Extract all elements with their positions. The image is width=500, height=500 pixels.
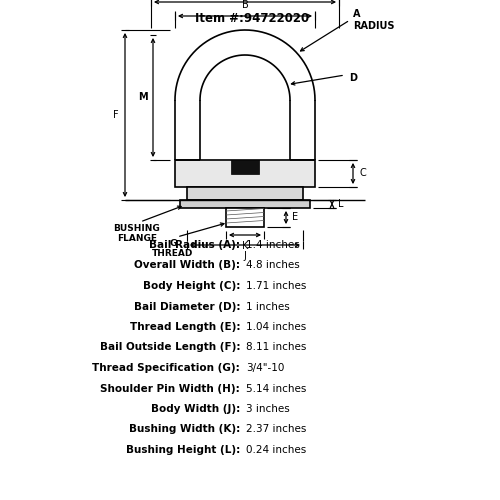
- Text: 5.14 inches: 5.14 inches: [246, 384, 306, 394]
- Text: F: F: [114, 110, 119, 120]
- Text: Item #:94722020: Item #:94722020: [195, 12, 309, 25]
- Text: Bushing Height (L):: Bushing Height (L):: [126, 445, 240, 455]
- Text: Shoulder Pin Width (H):: Shoulder Pin Width (H):: [100, 384, 240, 394]
- Text: Bail Outside Length (F):: Bail Outside Length (F):: [100, 342, 240, 352]
- Text: BUSHING
FLANGE: BUSHING FLANGE: [114, 224, 160, 244]
- Text: J: J: [244, 251, 246, 261]
- Text: K: K: [242, 241, 248, 251]
- Text: 2.37 inches: 2.37 inches: [246, 424, 306, 434]
- Text: E: E: [292, 212, 298, 222]
- Text: Bail Diameter (D):: Bail Diameter (D):: [134, 302, 240, 312]
- Text: M: M: [138, 92, 148, 102]
- Text: D: D: [349, 73, 357, 83]
- Text: 1.4 inches: 1.4 inches: [246, 240, 300, 250]
- Text: Thread Length (E):: Thread Length (E):: [130, 322, 240, 332]
- Text: Overall Width (B):: Overall Width (B):: [134, 260, 240, 270]
- Text: 0.24 inches: 0.24 inches: [246, 445, 306, 455]
- Text: L: L: [338, 199, 344, 209]
- Text: 8.11 inches: 8.11 inches: [246, 342, 306, 352]
- Bar: [180, 200, 310, 208]
- Text: 1 inches: 1 inches: [246, 302, 290, 312]
- Text: B: B: [242, 0, 248, 10]
- Text: 4.8 inches: 4.8 inches: [246, 260, 300, 270]
- Text: 3/4"-10: 3/4"-10: [246, 363, 284, 373]
- Text: Body Width (J):: Body Width (J):: [151, 404, 240, 414]
- Text: Thread Specification (G):: Thread Specification (G):: [92, 363, 240, 373]
- Text: 3 inches: 3 inches: [246, 404, 290, 414]
- Text: A
RADIUS: A RADIUS: [353, 9, 395, 31]
- Text: Bushing Width (K):: Bushing Width (K):: [129, 424, 240, 434]
- Text: 1.04 inches: 1.04 inches: [246, 322, 306, 332]
- Text: G
THREAD: G THREAD: [152, 239, 194, 258]
- Bar: [226, 208, 264, 227]
- Bar: [187, 187, 303, 200]
- Text: 1.71 inches: 1.71 inches: [246, 281, 306, 291]
- Bar: [231, 160, 259, 174]
- Text: C: C: [359, 168, 366, 178]
- Text: Body Height (C):: Body Height (C):: [142, 281, 240, 291]
- Text: Bail Radius (A):: Bail Radius (A):: [149, 240, 240, 250]
- Bar: [175, 160, 315, 187]
